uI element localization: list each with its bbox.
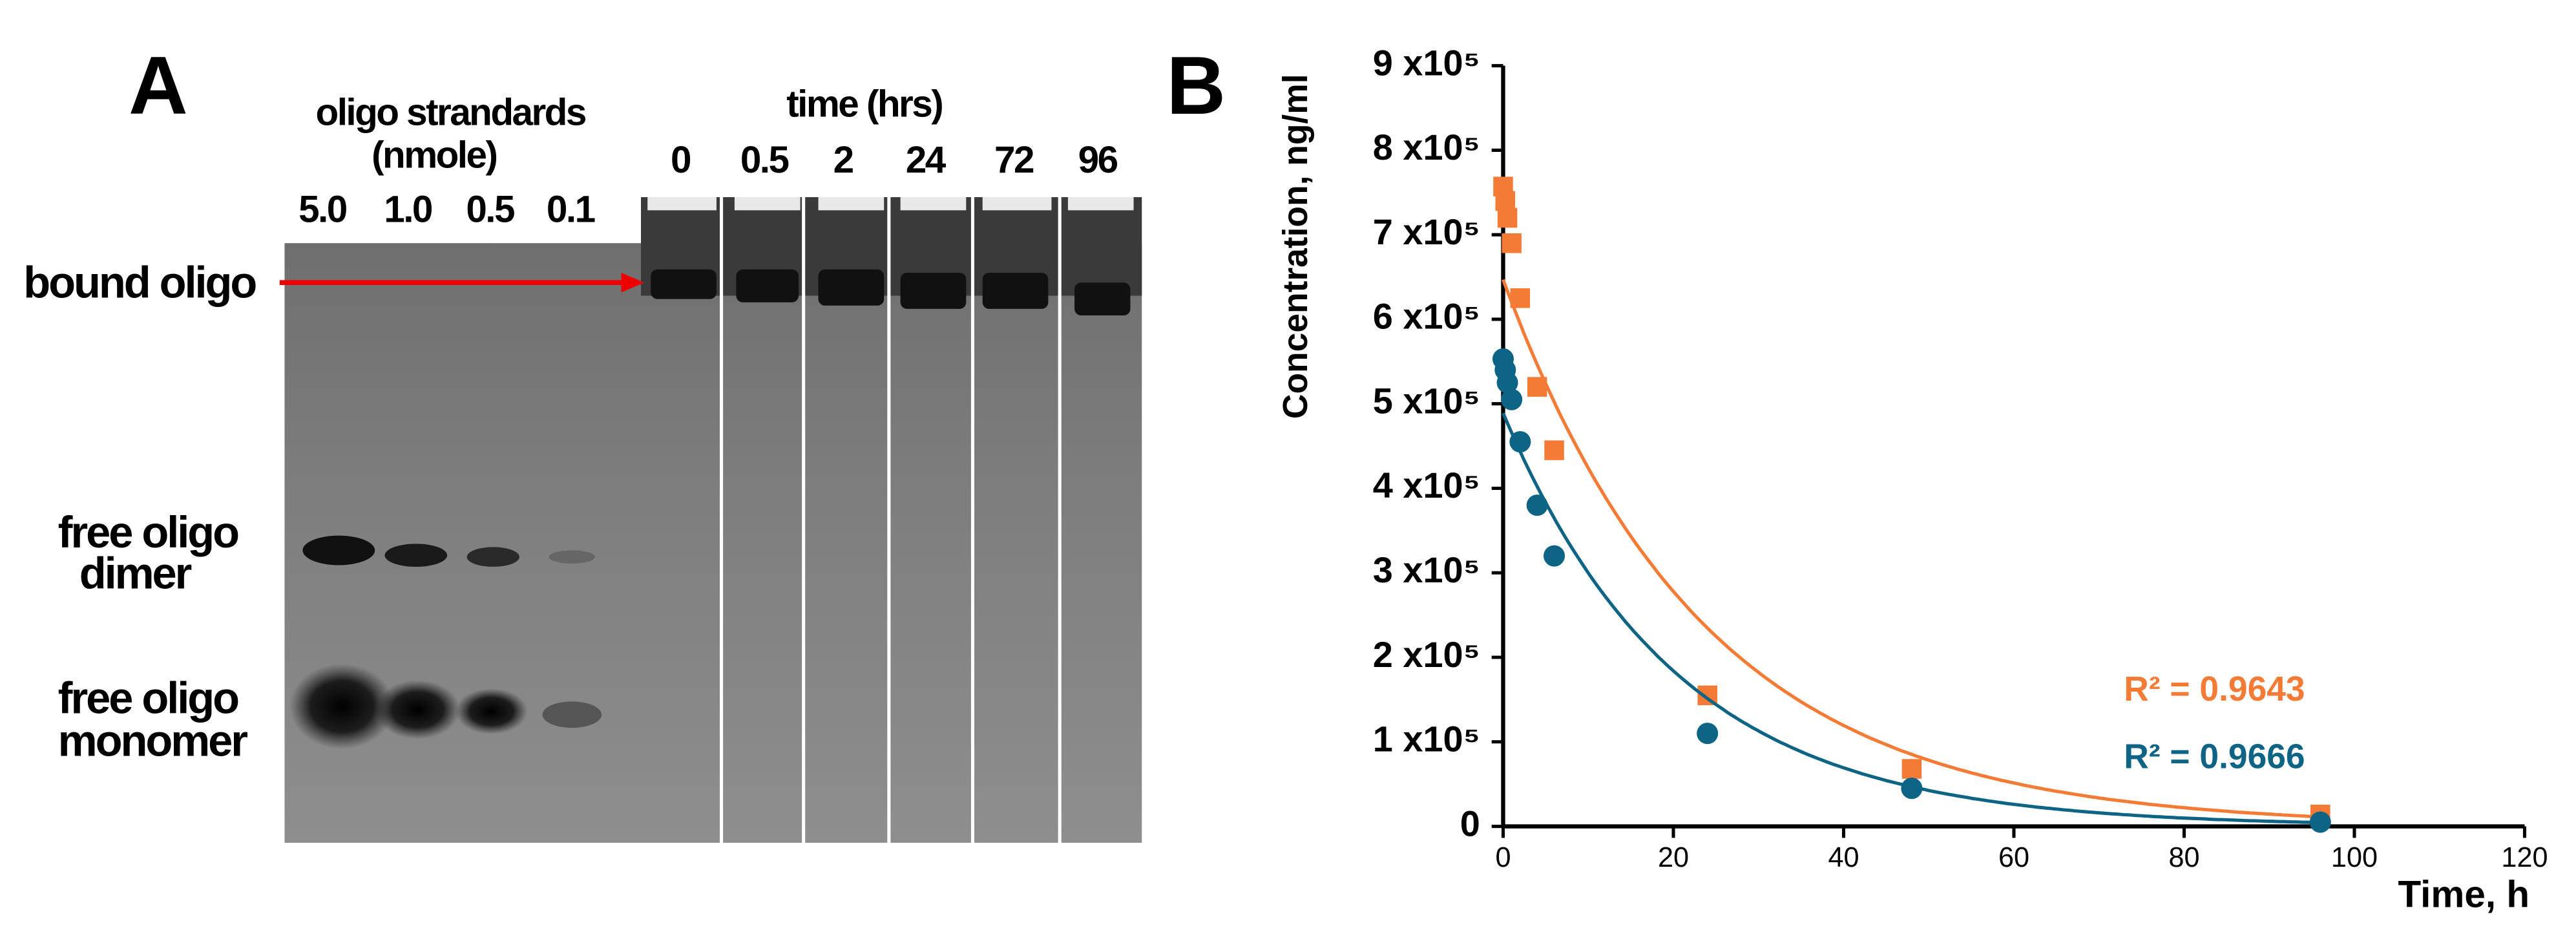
y-tick-label: 9 x10⁵ [1373,42,1480,83]
x-tick-label: 100 [2331,842,2378,873]
y-tick-label: 1 x10⁵ [1373,719,1480,759]
lane-label: 0 [671,139,691,181]
point [1901,778,1923,800]
y-axis-title: Concentration, ng/ml [1277,74,1315,419]
gel-background [284,243,1142,843]
x-tick-label: 0 [1495,842,1511,873]
lane-label: 0.5 [466,188,514,230]
panel-label: B [1166,39,1226,131]
point [1509,431,1531,453]
x-tick-label: 60 [1998,842,2029,873]
point [1901,759,1922,779]
fit-curve [1502,279,2321,819]
point [1497,207,1518,228]
point [1527,377,1547,397]
y-tick-label: 5 x10⁵ [1373,380,1480,421]
header: (nmole) [372,134,496,176]
point [1502,233,1522,253]
y-tick-label: 0 [1460,803,1480,843]
lane-dividers [720,197,1062,843]
annotation: R² = 0.9643 [2124,670,2305,708]
x-tick-label: 20 [1658,842,1689,873]
lane-label: 72 [994,139,1034,181]
y-tick-label: 8 x10⁵ [1373,127,1480,167]
y-tick-label: 6 x10⁵ [1373,296,1480,337]
point [1501,388,1523,410]
band-label: free oligo [58,507,238,557]
point [1697,723,1719,745]
panel-label: A [129,39,188,131]
point [1544,545,1565,567]
lane-label: 0.1 [547,188,595,230]
y-tick-label: 2 x10⁵ [1373,634,1480,675]
lane-label: 1.0 [384,188,432,230]
point [1495,191,1516,211]
x-tick-label: 120 [2501,842,2548,873]
header: oligo strandards [316,91,586,133]
band-label: dimer [79,548,192,598]
band-label: monomer [58,716,248,766]
point [1510,288,1531,308]
header: time (hrs) [786,83,942,125]
band-label: bound oligo [23,257,256,307]
x-tick-label: 80 [2168,842,2199,873]
lane-label: 2 [833,139,853,181]
lane-label: 5.0 [298,188,347,230]
point [1544,440,1564,460]
lane-label: 24 [906,139,947,181]
y-tick-label: 4 x10⁵ [1373,465,1480,505]
y-tick-label: 3 x10⁵ [1373,549,1480,590]
wells [647,197,1134,211]
bound-bands [651,269,1131,316]
x-tick-label: 40 [1828,842,1859,873]
lane-label: 0.5 [740,139,789,181]
y-tick-label: 7 x10⁵ [1373,211,1480,252]
point [2309,811,2331,833]
point [1526,494,1548,516]
lane-label: 96 [1078,139,1118,181]
gel [279,197,1142,843]
point [1496,372,1518,394]
arrow-head [621,272,645,293]
band-label: free oligo [58,673,238,723]
x-axis-title: Time, h [2398,873,2530,915]
annotation: R² = 0.9666 [2124,737,2305,776]
free-bands [289,535,602,750]
